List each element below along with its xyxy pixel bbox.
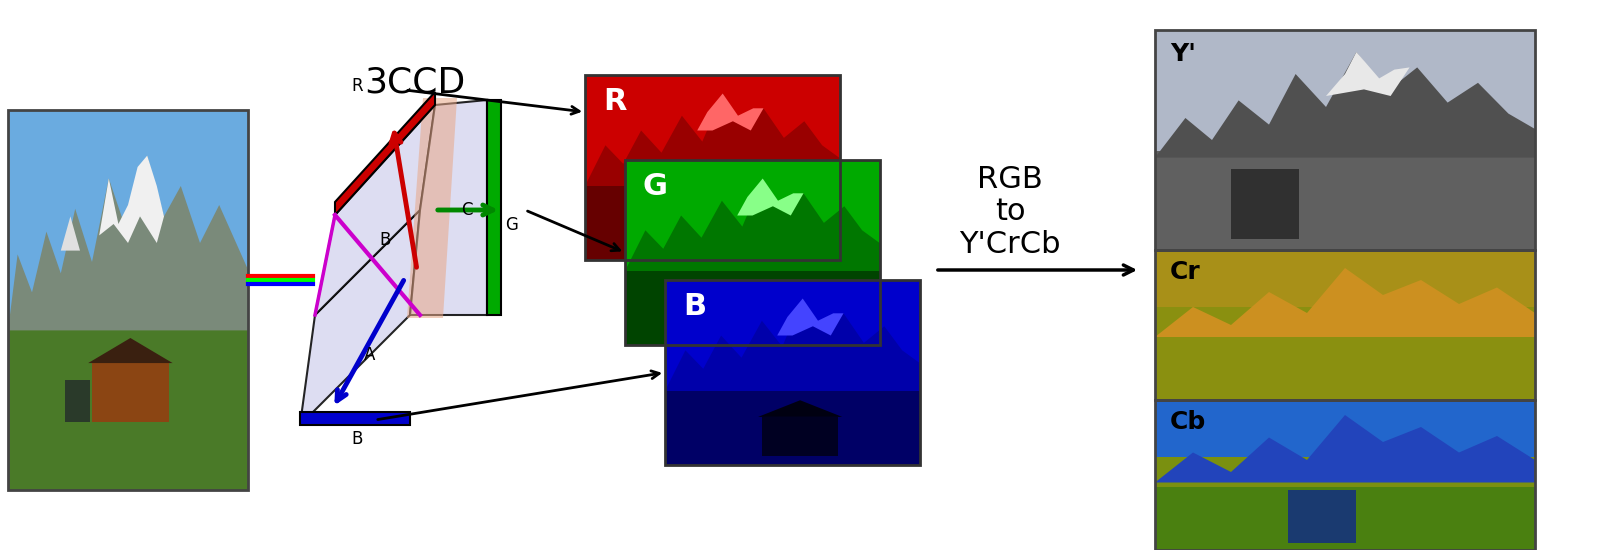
- Bar: [93, 363, 170, 422]
- Text: B: B: [379, 231, 390, 249]
- Text: A: A: [365, 346, 376, 364]
- Polygon shape: [486, 100, 501, 315]
- Bar: [66, 380, 90, 422]
- Bar: [666, 280, 920, 465]
- Bar: [8, 110, 248, 490]
- Bar: [1230, 169, 1299, 239]
- Text: Cr: Cr: [1170, 260, 1200, 284]
- Text: G: G: [643, 172, 669, 201]
- Polygon shape: [758, 400, 842, 417]
- Polygon shape: [301, 210, 419, 425]
- Text: R: R: [350, 77, 363, 95]
- Polygon shape: [1155, 415, 1534, 482]
- Text: Cb: Cb: [1170, 410, 1206, 434]
- Polygon shape: [406, 98, 458, 318]
- Bar: [1155, 400, 1534, 457]
- Bar: [762, 417, 838, 456]
- Bar: [1155, 400, 1534, 550]
- Bar: [666, 391, 920, 465]
- Bar: [1155, 250, 1534, 400]
- Polygon shape: [698, 94, 763, 130]
- Polygon shape: [1326, 52, 1410, 96]
- Bar: [1155, 487, 1534, 550]
- Text: R: R: [603, 87, 627, 116]
- Text: 3CCD: 3CCD: [365, 65, 466, 99]
- Bar: [666, 280, 920, 391]
- Text: Y': Y': [1170, 42, 1195, 66]
- Polygon shape: [586, 94, 840, 186]
- Bar: [626, 160, 880, 271]
- Text: RGB
to
Y'CrCb: RGB to Y'CrCb: [960, 165, 1061, 259]
- Polygon shape: [1155, 268, 1534, 337]
- Bar: [8, 110, 248, 331]
- Polygon shape: [626, 179, 880, 271]
- Text: B: B: [683, 292, 706, 321]
- Polygon shape: [301, 412, 410, 425]
- Bar: [1155, 250, 1534, 400]
- Bar: [626, 271, 880, 345]
- Bar: [586, 75, 840, 260]
- Polygon shape: [334, 92, 435, 215]
- Polygon shape: [88, 338, 173, 363]
- Bar: [1288, 490, 1357, 542]
- Bar: [1155, 250, 1534, 307]
- Polygon shape: [666, 299, 920, 391]
- Polygon shape: [61, 216, 80, 251]
- Bar: [586, 75, 840, 186]
- Polygon shape: [778, 299, 843, 336]
- Polygon shape: [1155, 52, 1534, 158]
- Text: G: G: [506, 216, 518, 234]
- Text: C: C: [461, 201, 472, 219]
- Bar: [626, 160, 880, 345]
- Bar: [1155, 30, 1534, 250]
- Polygon shape: [8, 156, 248, 331]
- Polygon shape: [315, 105, 435, 315]
- Bar: [586, 186, 840, 260]
- Bar: [1155, 400, 1534, 550]
- Text: B: B: [352, 430, 363, 448]
- Polygon shape: [410, 100, 486, 315]
- Bar: [8, 331, 248, 490]
- Bar: [1155, 30, 1534, 151]
- Polygon shape: [738, 179, 803, 216]
- Polygon shape: [99, 156, 165, 243]
- Bar: [1155, 151, 1534, 250]
